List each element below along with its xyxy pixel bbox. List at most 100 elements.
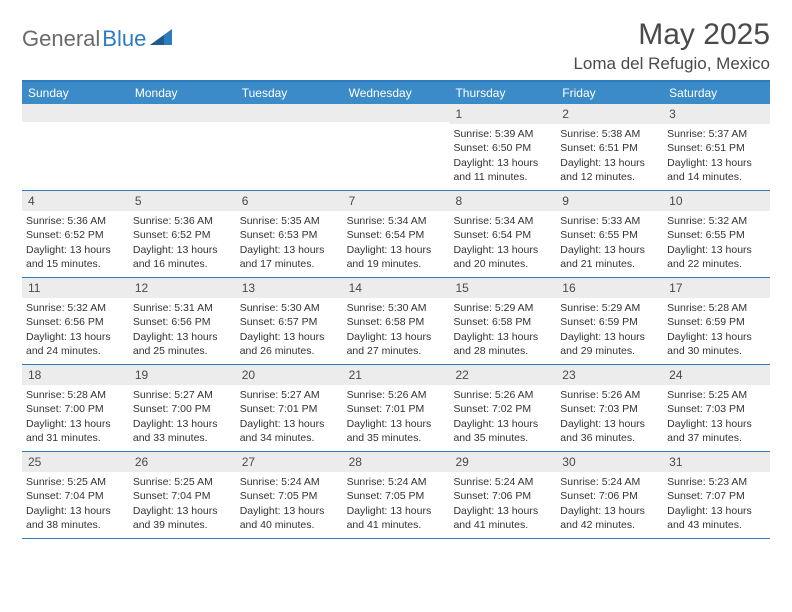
day-number: 3 [663, 104, 770, 124]
day-number: 26 [129, 452, 236, 472]
sunrise-text: Sunrise: 5:29 AM [560, 301, 659, 315]
daylight-text: Daylight: 13 hours and 31 minutes. [26, 417, 125, 445]
day-cell: 5Sunrise: 5:36 AMSunset: 6:52 PMDaylight… [129, 191, 236, 277]
calendar: SundayMondayTuesdayWednesdayThursdayFrid… [22, 80, 770, 539]
brand-logo: General Blue [22, 18, 172, 52]
sunrise-text: Sunrise: 5:34 AM [453, 214, 552, 228]
sunset-text: Sunset: 6:52 PM [133, 228, 232, 242]
day-number: 29 [449, 452, 556, 472]
day-number: 11 [22, 278, 129, 298]
weeks-container: 1 Sunrise: 5:39 AMSunset: 6:50 PM Daylight… [22, 104, 770, 539]
sunrise-text: Sunrise: 5:29 AM [453, 301, 552, 315]
daylight-text: Daylight: 13 hours and 20 minutes. [453, 243, 552, 271]
daylight-text: Daylight: 13 hours and 25 minutes. [133, 330, 232, 358]
sunset-text: Sunset: 7:01 PM [347, 402, 446, 416]
day-cell: 14Sunrise: 5:30 AMSunset: 6:58 PMDayligh… [343, 278, 450, 364]
day-cell: 21Sunrise: 5:26 AMSunset: 7:01 PMDayligh… [343, 365, 450, 451]
daylight-text: Daylight: 13 hours and 42 minutes. [560, 504, 659, 532]
day-cell: 9Sunrise: 5:33 AMSunset: 6:55 PMDaylight… [556, 191, 663, 277]
day-cell: 19Sunrise: 5:27 AMSunset: 7:00 PMDayligh… [129, 365, 236, 451]
sunset-text: Sunset: 6:57 PM [240, 315, 339, 329]
daylight-text: Daylight: 13 hours and 14 minutes. [667, 156, 766, 184]
day-number [343, 104, 450, 122]
daylight-text: Daylight: 13 hours and 43 minutes. [667, 504, 766, 532]
sunrise-text: Sunrise: 5:28 AM [26, 388, 125, 402]
daylight-text: Daylight: 13 hours and 12 minutes. [560, 156, 659, 184]
daylight-text: Daylight: 13 hours and 24 minutes. [26, 330, 125, 358]
day-number: 30 [556, 452, 663, 472]
sunset-text: Sunset: 6:56 PM [133, 315, 232, 329]
sunrise-text: Sunrise: 5:30 AM [347, 301, 446, 315]
brand-triangle-icon [150, 29, 172, 50]
day-cell: 29Sunrise: 5:24 AMSunset: 7:06 PMDayligh… [449, 452, 556, 538]
day-cell: 24Sunrise: 5:25 AMSunset: 7:03 PMDayligh… [663, 365, 770, 451]
day-cell: 16Sunrise: 5:29 AMSunset: 6:59 PMDayligh… [556, 278, 663, 364]
day-number: 10 [663, 191, 770, 211]
day-number: 12 [129, 278, 236, 298]
day-number: 4 [22, 191, 129, 211]
day-cell: 2Sunrise: 5:38 AMSunset: 6:51 PMDaylight… [556, 104, 663, 190]
sunrise-text: Sunrise: 5:26 AM [347, 388, 446, 402]
sunrise-text: Sunrise: 5:32 AM [26, 301, 125, 315]
sunset-text: Sunset: 7:00 PM [133, 402, 232, 416]
weekday-header-cell: Friday [556, 82, 663, 104]
sunset-text: Sunset: 7:06 PM [560, 489, 659, 503]
sunrise-text: Sunrise: 5:24 AM [240, 475, 339, 489]
day-number: 24 [663, 365, 770, 385]
weekday-header-cell: Monday [129, 82, 236, 104]
sunrise-text: Sunrise: 5:27 AM [240, 388, 339, 402]
day-cell: 11Sunrise: 5:32 AMSunset: 6:56 PMDayligh… [22, 278, 129, 364]
daylight-text: Daylight: 13 hours and 38 minutes. [26, 504, 125, 532]
sunrise-text: Sunrise: 5:27 AM [133, 388, 232, 402]
day-number: 20 [236, 365, 343, 385]
day-cell: 31Sunrise: 5:23 AMSunset: 7:07 PMDayligh… [663, 452, 770, 538]
day-number: 22 [449, 365, 556, 385]
sunrise-text: Sunrise: 5:34 AM [347, 214, 446, 228]
sunset-text: Sunset: 7:02 PM [453, 402, 552, 416]
day-cell: 12Sunrise: 5:31 AMSunset: 6:56 PMDayligh… [129, 278, 236, 364]
sunset-text: Sunset: 7:03 PM [667, 402, 766, 416]
daylight-text: Daylight: 13 hours and 21 minutes. [560, 243, 659, 271]
day-number: 1 [449, 104, 556, 124]
sunrise-text: Sunrise: 5:33 AM [560, 214, 659, 228]
sunset-text: Sunset: 6:51 PM [667, 141, 766, 155]
daylight-text: Daylight: 13 hours and 26 minutes. [240, 330, 339, 358]
sunrise-text: Sunrise: 5:35 AM [240, 214, 339, 228]
day-number: 7 [343, 191, 450, 211]
brand-text-2: Blue [102, 26, 146, 52]
sunset-text: Sunset: 7:06 PM [453, 489, 552, 503]
sunset-text: Sunset: 6:51 PM [560, 141, 659, 155]
sunset-text: Sunset: 6:54 PM [347, 228, 446, 242]
sunset-text: Sunset: 6:58 PM [347, 315, 446, 329]
sunrise-text: Sunrise: 5:37 AM [667, 127, 766, 141]
sunrise-text: Sunrise: 5:25 AM [133, 475, 232, 489]
sunset-text: Sunset: 7:00 PM [26, 402, 125, 416]
daylight-text: Daylight: 13 hours and 16 minutes. [133, 243, 232, 271]
day-cell: 25Sunrise: 5:25 AMSunset: 7:04 PMDayligh… [22, 452, 129, 538]
sunrise-text: Sunrise: 5:39 AM [453, 127, 552, 141]
sunset-text: Sunset: 6:59 PM [560, 315, 659, 329]
day-cell [236, 104, 343, 190]
day-number: 5 [129, 191, 236, 211]
daylight-text: Daylight: 13 hours and 15 minutes. [26, 243, 125, 271]
daylight-text: Daylight: 13 hours and 27 minutes. [347, 330, 446, 358]
weekday-header-cell: Tuesday [236, 82, 343, 104]
day-number [236, 104, 343, 122]
sunset-text: Sunset: 7:05 PM [347, 489, 446, 503]
day-cell: 28Sunrise: 5:24 AMSunset: 7:05 PMDayligh… [343, 452, 450, 538]
day-cell: 1Sunrise: 5:39 AMSunset: 6:50 PMDaylight… [449, 104, 556, 190]
day-number: 28 [343, 452, 450, 472]
day-number [22, 104, 129, 122]
week-row: 18Sunrise: 5:28 AMSunset: 7:00 PMDayligh… [22, 365, 770, 452]
sunrise-text: Sunrise: 5:38 AM [560, 127, 659, 141]
day-cell: 18Sunrise: 5:28 AMSunset: 7:00 PMDayligh… [22, 365, 129, 451]
day-cell: 3 Sunrise: 5:37 AMSunset: 6:51 PMDaylight… [663, 104, 770, 190]
day-number: 9 [556, 191, 663, 211]
day-cell: 8Sunrise: 5:34 AMSunset: 6:54 PMDaylight… [449, 191, 556, 277]
sunset-text: Sunset: 6:53 PM [240, 228, 339, 242]
sunset-text: Sunset: 6:50 PM [453, 141, 552, 155]
sunset-text: Sunset: 7:01 PM [240, 402, 339, 416]
daylight-text: Daylight: 13 hours and 33 minutes. [133, 417, 232, 445]
day-cell: 23Sunrise: 5:26 AMSunset: 7:03 PMDayligh… [556, 365, 663, 451]
day-number: 8 [449, 191, 556, 211]
